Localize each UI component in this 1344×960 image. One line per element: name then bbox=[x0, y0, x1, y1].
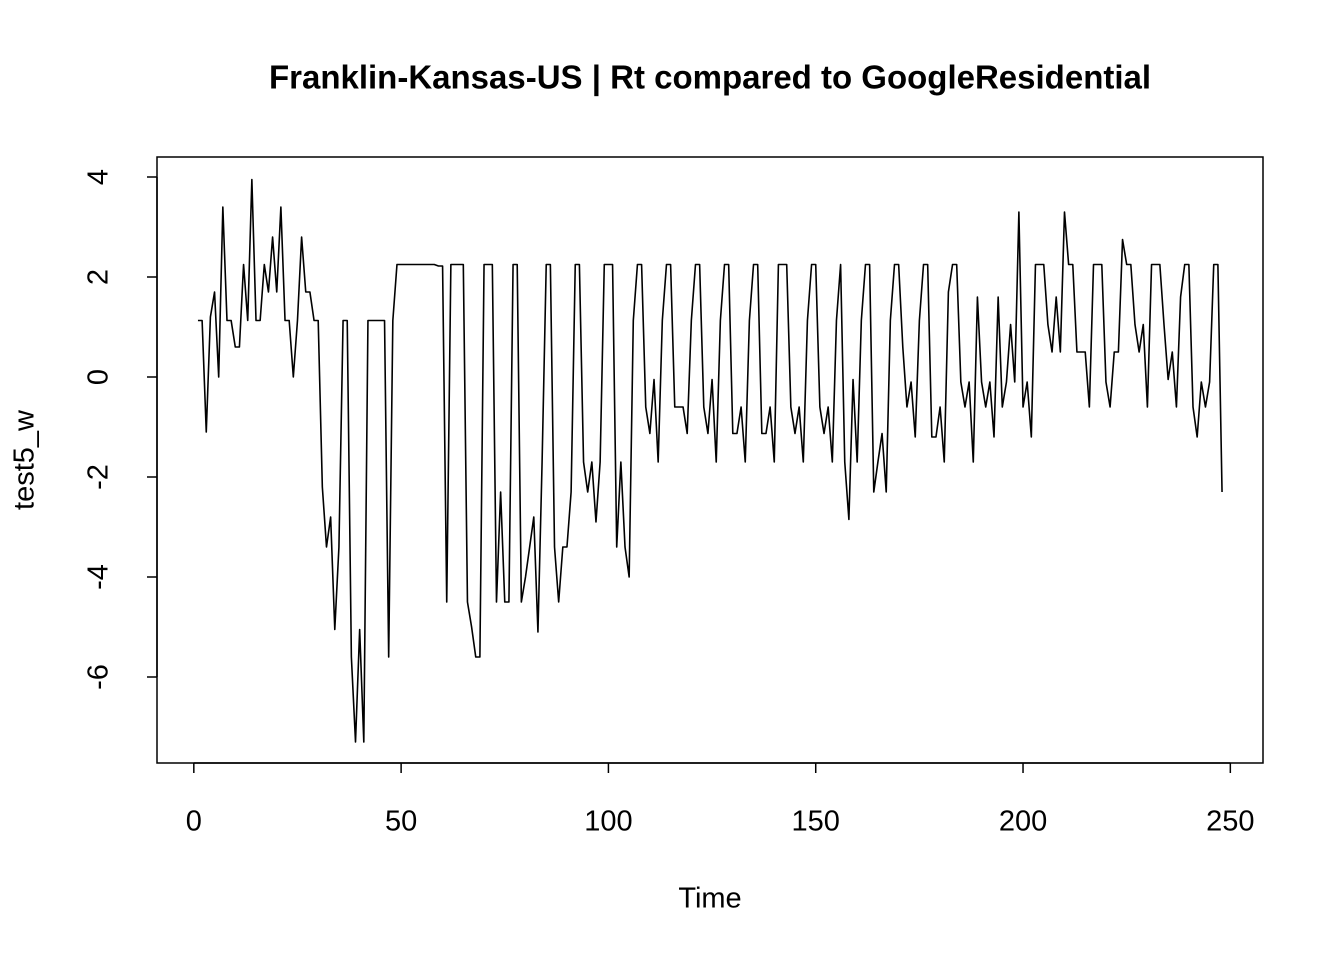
y-tick-label: 2 bbox=[83, 269, 115, 285]
y-tick-label: 4 bbox=[83, 169, 115, 185]
x-tick-label: 250 bbox=[1206, 806, 1254, 838]
x-tick-label: 200 bbox=[999, 806, 1047, 838]
y-tick-label: -2 bbox=[83, 464, 115, 490]
x-tick-label: 150 bbox=[792, 806, 840, 838]
x-axis-label: Time bbox=[678, 883, 741, 915]
x-tick-label: 100 bbox=[584, 806, 632, 838]
y-axis-label: test5_w bbox=[9, 409, 41, 510]
y-tick-label: -4 bbox=[83, 564, 115, 590]
chart-title: Franklin-Kansas-US | Rt compared to Goog… bbox=[269, 59, 1151, 96]
x-tick-label: 50 bbox=[385, 806, 417, 838]
y-tick-label: 0 bbox=[83, 369, 115, 385]
series-line bbox=[197, 178, 1223, 743]
y-tick-label: -6 bbox=[83, 664, 115, 690]
x-tick-label: 0 bbox=[186, 806, 202, 838]
